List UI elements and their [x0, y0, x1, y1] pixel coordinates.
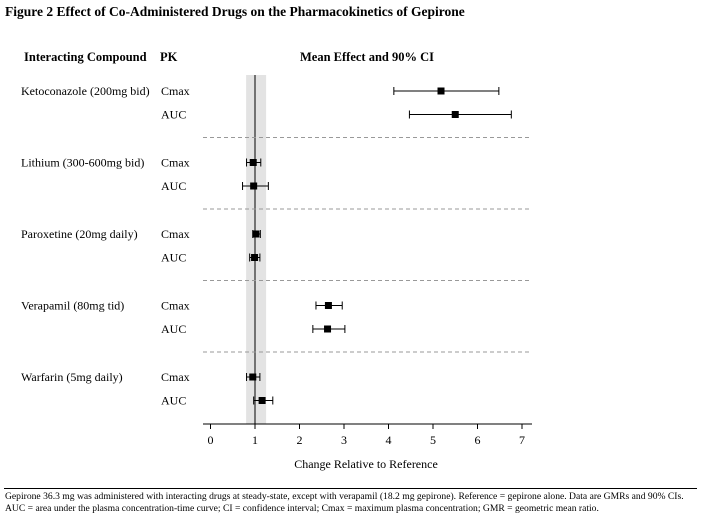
header-pk: PK [160, 50, 178, 64]
x-tick-label-3: 3 [341, 433, 347, 447]
estimate-marker-warfarin-5mg-daily-cmax [249, 373, 257, 381]
pk-label-verapamil-80mg-tid-auc: AUC [161, 322, 186, 336]
estimate-marker-verapamil-80mg-tid-cmax [324, 302, 332, 309]
pk-label-ketoconazole-200mg-bid-auc: AUC [161, 108, 186, 122]
pk-label-paroxetine-20mg-daily-auc: AUC [161, 251, 186, 265]
compound-label-verapamil-80mg-tid: Verapamil (80mg tid) [21, 299, 124, 313]
pk-label-warfarin-5mg-daily-cmax: Cmax [161, 370, 190, 384]
pk-label-verapamil-80mg-tid-cmax: Cmax [161, 299, 190, 313]
figure-title: Figure 2 Effect of Co-Administered Drugs… [5, 4, 465, 19]
footnote: Gepirone 36.3 mg was administered with i… [5, 491, 684, 514]
header-mean-effect: Mean Effect and 90% CI [300, 50, 435, 64]
pk-label-lithium-300-600mg-bid-cmax: Cmax [161, 156, 190, 170]
pk-label-paroxetine-20mg-daily-cmax: Cmax [161, 227, 190, 241]
compound-label-warfarin-5mg-daily: Warfarin (5mg daily) [21, 370, 123, 384]
estimate-marker-verapamil-80mg-tid-auc [324, 325, 332, 333]
reference-band [246, 75, 267, 424]
pk-label-warfarin-5mg-daily-auc: AUC [161, 394, 186, 408]
forest-plot: Ketoconazole (200mg bid) Cmax AUC Lithium (… [21, 75, 532, 471]
estimate-marker-warfarin-5mg-daily-auc [258, 397, 266, 404]
estimate-marker-lithium-300-600mg-bid-cmax [249, 159, 257, 166]
x-tick-label-0: 0 [208, 433, 214, 447]
x-tick-label-6: 6 [475, 433, 481, 447]
group-separator-layer [203, 137, 532, 353]
compound-label-lithium-300-600mg-bid: Lithium (300-600mg bid) [21, 156, 144, 170]
x-tick-label-1: 1 [252, 433, 258, 447]
x-tick-label-2: 2 [297, 433, 303, 447]
reference-band-layer [246, 75, 267, 424]
x-axis-title: Change Relative to Reference [294, 457, 438, 471]
header-interacting-compound: Interacting Compound [24, 50, 147, 64]
compound-label-ketoconazole-200mg-bid: Ketoconazole (200mg bid) [21, 84, 150, 98]
x-tick-label-4: 4 [386, 433, 392, 447]
row-label-layer: Ketoconazole (200mg bid) Cmax AUC Lithium (… [21, 84, 190, 408]
estimate-marker-lithium-300-600mg-bid-auc [250, 182, 258, 190]
x-axis: 0 1 2 3 4 5 6 7 Change Relative to Reference [203, 423, 532, 471]
estimate-marker-paroxetine-20mg-daily-auc [251, 254, 259, 261]
pk-label-ketoconazole-200mg-bid-cmax: Cmax [161, 84, 190, 98]
x-tick-label-5: 5 [430, 433, 436, 447]
x-tick-label-7: 7 [519, 433, 525, 447]
estimate-marker-ketoconazole-200mg-bid-cmax [437, 87, 445, 95]
estimate-marker-ketoconazole-200mg-bid-auc [451, 111, 459, 118]
estimate-marker-paroxetine-20mg-daily-cmax [252, 230, 260, 238]
estimate-mark-layer [242, 87, 512, 405]
compound-label-paroxetine-20mg-daily: Paroxetine (20mg daily) [21, 227, 138, 241]
footnote-divider [4, 488, 697, 489]
pk-label-lithium-300-600mg-bid-auc: AUC [161, 179, 186, 193]
